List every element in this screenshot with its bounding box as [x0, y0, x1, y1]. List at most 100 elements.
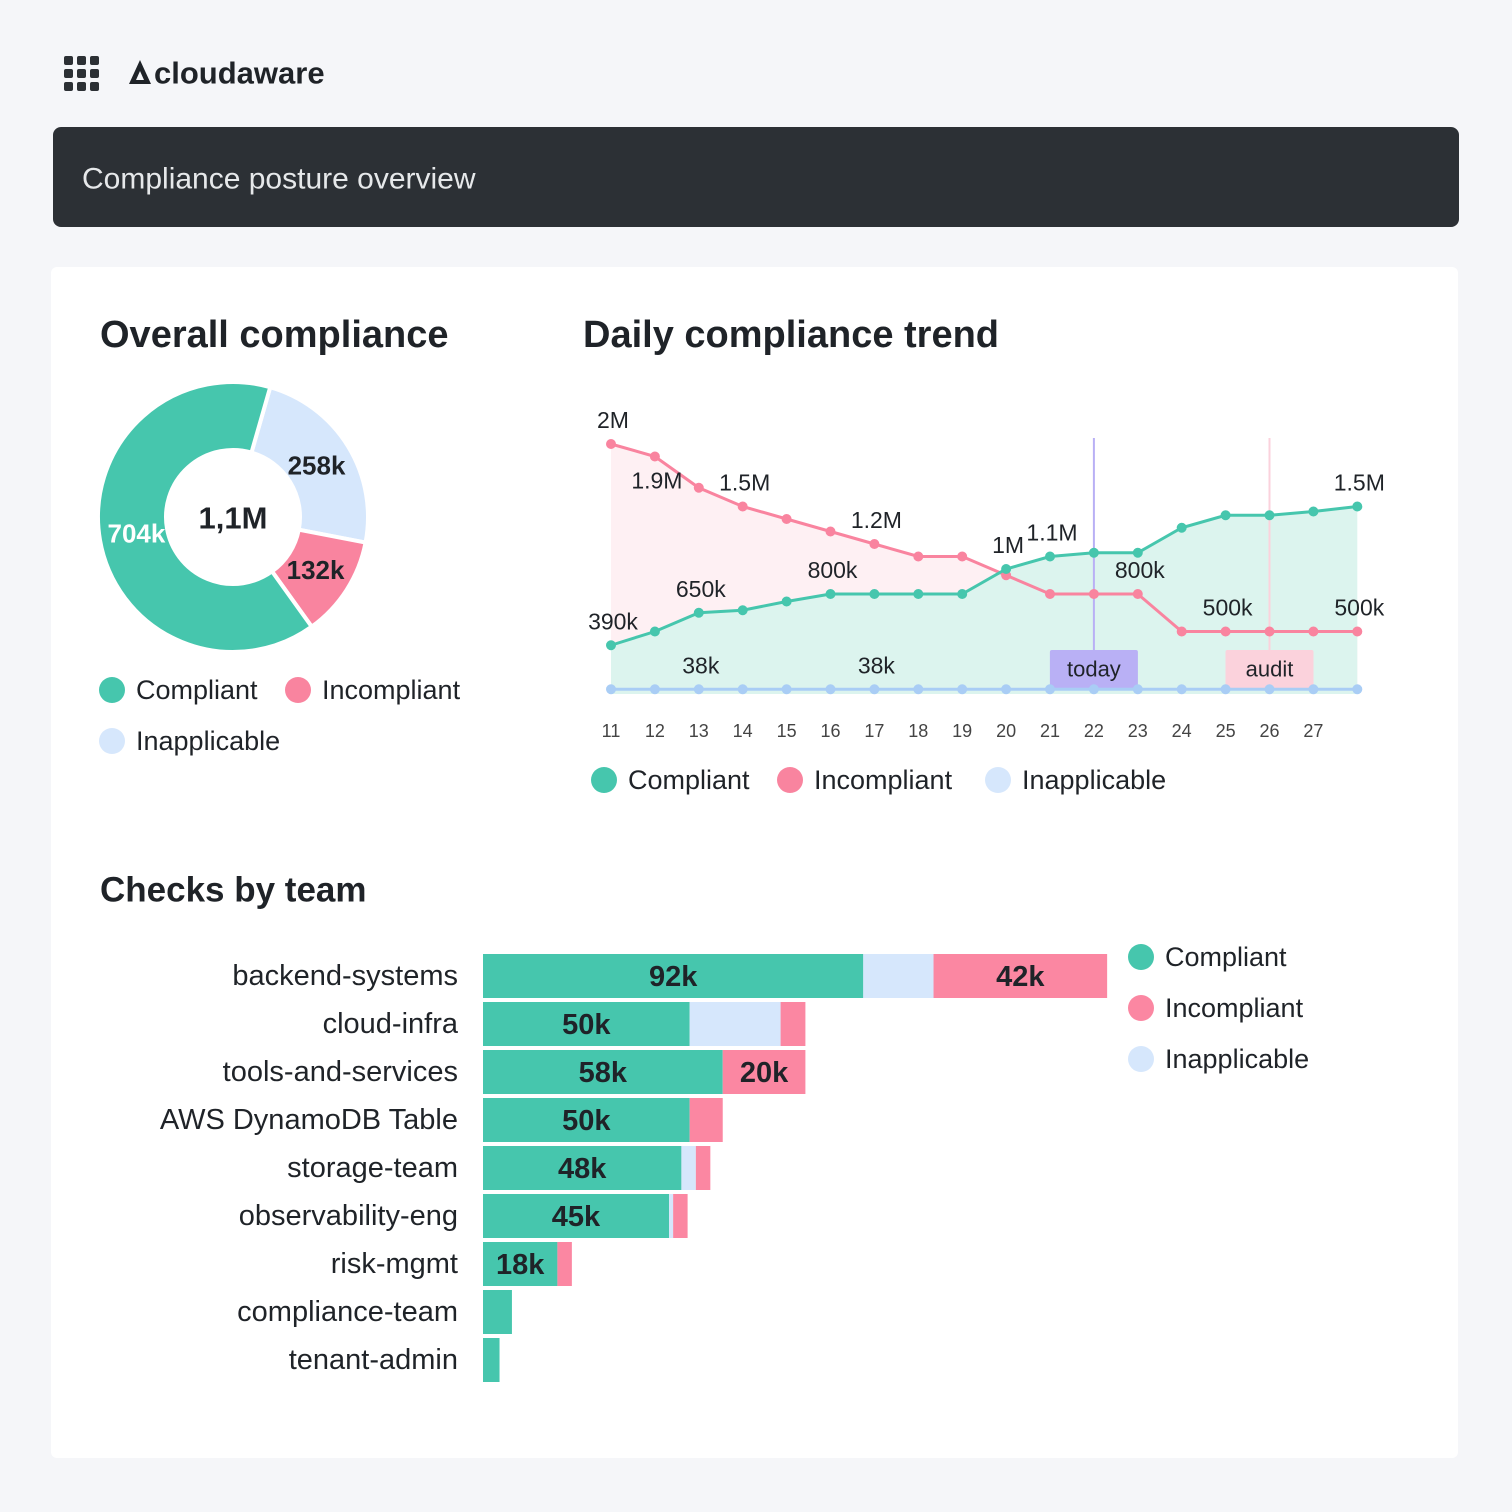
- y-category-label: cloud-infra: [323, 1008, 459, 1040]
- bar-segment: [483, 1242, 558, 1286]
- legend-label: Compliant: [136, 675, 258, 705]
- line-point: [1045, 684, 1055, 695]
- bar-segment: [669, 1194, 674, 1238]
- line-point: [1264, 510, 1275, 521]
- line-point: [1132, 684, 1143, 695]
- line-point: [1045, 589, 1055, 599]
- line-point: [781, 684, 792, 695]
- app-menu-icon[interactable]: [64, 56, 99, 91]
- x-tick-label: 25: [1216, 721, 1236, 741]
- x-tick-label: 15: [777, 721, 797, 741]
- data-label: 2M: [597, 407, 629, 433]
- data-label: 800k: [808, 557, 858, 583]
- x-tick-label: 16: [820, 721, 840, 741]
- area: [611, 506, 1358, 694]
- bar-segment: [483, 1194, 669, 1238]
- bar-segment: [483, 1098, 690, 1142]
- line-point: [606, 640, 616, 651]
- x-tick-label: 20: [996, 721, 1016, 741]
- line-point: [1088, 589, 1099, 599]
- line-point: [869, 589, 880, 599]
- x-tick-label: 22: [1084, 721, 1104, 741]
- line-point: [693, 482, 704, 493]
- bar-segment: [483, 954, 864, 998]
- y-category-label: observability-eng: [239, 1200, 458, 1232]
- y-category-label: AWS DynamoDB Table: [160, 1104, 458, 1136]
- bar-value-label: 58k: [579, 1057, 628, 1089]
- line-point: [1220, 626, 1231, 637]
- line-point: [737, 684, 748, 695]
- data-label: 1.5M: [1334, 470, 1385, 496]
- line-point: [869, 539, 880, 549]
- legend-marker: [777, 767, 803, 793]
- bar-value-label: 45k: [552, 1201, 601, 1233]
- line-point: [781, 596, 792, 607]
- line-point: [606, 439, 616, 449]
- y-category-label: compliance-team: [237, 1296, 458, 1328]
- data-label: 500k: [1334, 595, 1384, 621]
- line-point: [913, 589, 924, 599]
- line-point: [1001, 684, 1012, 695]
- bar-value-label: 20k: [740, 1057, 789, 1089]
- legend-label: Compliant: [628, 765, 750, 795]
- line-point: [1176, 522, 1187, 533]
- x-tick-label: 12: [645, 721, 665, 741]
- bar-segment: [780, 1002, 806, 1046]
- data-label: 500k: [1203, 595, 1253, 621]
- line-point: [957, 589, 968, 599]
- data-label: 38k: [858, 652, 896, 678]
- donut-value-label: 258k: [288, 451, 346, 481]
- line-point: [957, 551, 968, 562]
- line-point: [649, 451, 660, 462]
- legend-label: Incompliant: [1165, 993, 1304, 1023]
- line-point: [825, 526, 836, 537]
- donut-slice: [248, 384, 370, 545]
- bar-segment: [689, 1002, 781, 1046]
- line-point: [869, 684, 880, 695]
- bar-segment: [689, 1098, 723, 1142]
- line-point: [913, 684, 924, 695]
- y-category-label: storage-team: [287, 1152, 458, 1184]
- y-category-label: tenant-admin: [289, 1344, 458, 1376]
- line-point: [606, 684, 616, 695]
- data-label: 1.5M: [719, 470, 770, 496]
- line-point: [1220, 510, 1231, 521]
- x-tick-label: 14: [733, 721, 753, 741]
- donut-center-label: 1,1M: [199, 501, 268, 536]
- line-point: [1308, 626, 1319, 637]
- line-point: [1176, 684, 1187, 695]
- data-label: 1.1M: [1026, 520, 1077, 546]
- legend-marker: [285, 677, 311, 703]
- x-tick-label: 18: [908, 721, 928, 741]
- line-point: [1176, 626, 1187, 637]
- line-point: [1045, 551, 1055, 562]
- banner-title: Compliance posture overview: [82, 163, 476, 196]
- data-label: 1.9M: [631, 468, 682, 494]
- line-point: [1088, 684, 1099, 695]
- chart-title: Overall compliance: [100, 314, 449, 356]
- annotation-label: today: [1067, 657, 1121, 682]
- line-point: [1352, 684, 1363, 695]
- bar-segment: [863, 954, 934, 998]
- bar-value-label: 18k: [496, 1249, 545, 1281]
- legend-label: Compliant: [1165, 942, 1287, 972]
- line-point: [1308, 506, 1319, 517]
- line-point: [693, 684, 704, 695]
- bar-segment: [483, 1050, 723, 1094]
- bar-segment: [483, 1146, 682, 1190]
- legend-marker: [99, 677, 125, 703]
- legend-marker: [1128, 1046, 1154, 1072]
- legend-marker: [1128, 944, 1154, 970]
- line-point: [649, 626, 660, 637]
- chart-title: Checks by team: [100, 871, 367, 910]
- bar-segment: [722, 1050, 806, 1094]
- legend-marker: [99, 728, 125, 754]
- bar-value-label: 48k: [558, 1153, 607, 1185]
- line-point: [781, 514, 792, 524]
- x-tick-label: 23: [1128, 721, 1148, 741]
- line-point: [913, 551, 924, 562]
- line-point: [825, 684, 836, 695]
- annotation-box: [1225, 650, 1314, 688]
- bar-segment: [483, 1290, 512, 1334]
